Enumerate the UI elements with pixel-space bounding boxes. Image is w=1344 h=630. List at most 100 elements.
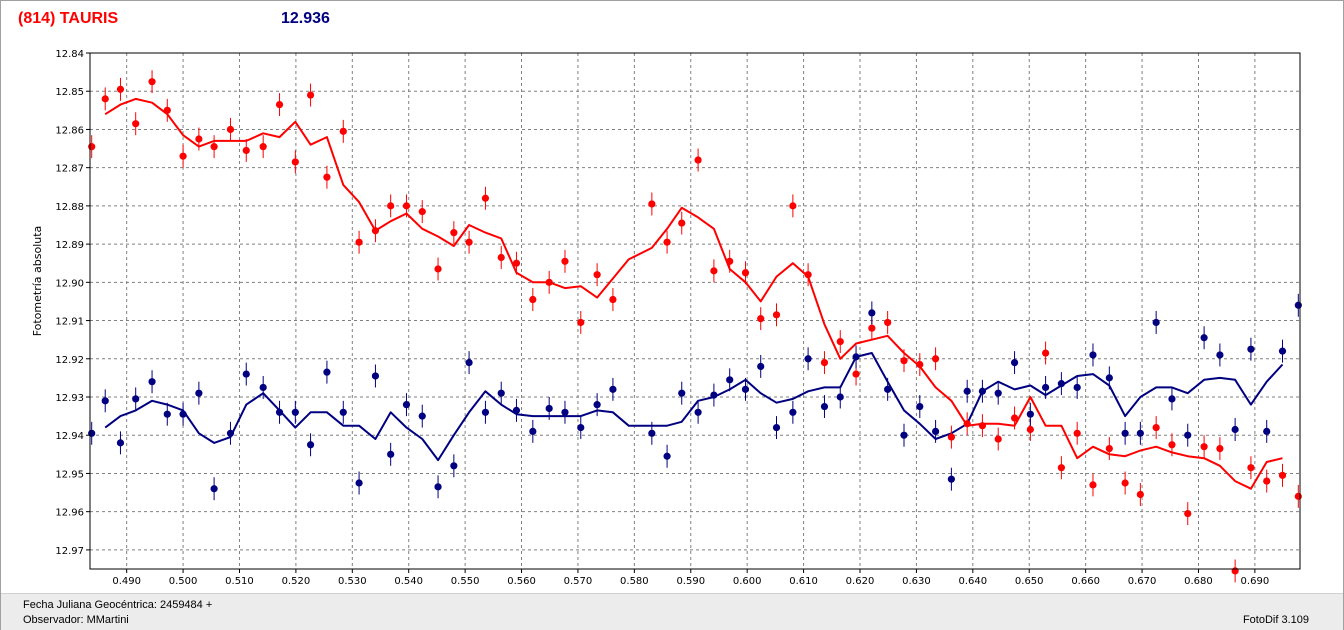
data-point	[132, 395, 140, 403]
data-point	[242, 146, 250, 155]
data-point	[947, 475, 955, 483]
data-point	[852, 353, 860, 361]
data-point	[710, 267, 718, 275]
data-point	[291, 158, 299, 166]
data-point	[836, 393, 844, 401]
data-point	[1294, 492, 1302, 500]
data-point	[577, 423, 585, 432]
grid	[90, 52, 1300, 569]
y-tick-label: 12.89	[55, 240, 84, 251]
data-point	[978, 422, 987, 430]
x-tick-label: 0.550	[451, 576, 480, 587]
data-point	[726, 257, 734, 265]
y-tick-label: 12.88	[55, 202, 84, 213]
data-point	[355, 479, 363, 487]
data-point	[1278, 347, 1287, 355]
data-point	[1105, 445, 1113, 453]
data-point	[1278, 471, 1287, 479]
data-point	[648, 429, 656, 437]
data-point	[387, 202, 395, 210]
x-tick-label: 0.560	[507, 576, 536, 587]
x-tick-label: 0.570	[564, 576, 593, 587]
data-point	[994, 435, 1002, 443]
data-point	[1105, 374, 1113, 382]
data-point	[931, 427, 940, 435]
data-point	[1089, 351, 1097, 359]
data-point	[1247, 345, 1255, 353]
data-point	[323, 368, 331, 376]
x-tick-label: 0.660	[1071, 576, 1100, 587]
data-point	[497, 253, 505, 262]
x-tick-label: 0.590	[676, 576, 705, 587]
y-axis-label: Fotometría absoluta	[31, 226, 44, 337]
data-point	[1168, 441, 1176, 449]
data-point	[820, 359, 829, 367]
data-point	[195, 389, 203, 397]
data-point	[418, 208, 426, 216]
data-point	[678, 219, 686, 227]
data-point	[900, 357, 908, 365]
data-point	[418, 412, 426, 420]
data-point	[694, 156, 702, 164]
trend-line-0	[104, 97, 1283, 490]
data-point	[1231, 425, 1239, 434]
data-point	[306, 441, 315, 449]
y-tick-label: 12.84	[55, 49, 84, 60]
data-point	[663, 238, 671, 246]
data-point	[1010, 359, 1019, 367]
data-point	[1184, 431, 1192, 439]
data-point	[1041, 349, 1050, 357]
x-tick-label: 0.500	[169, 576, 198, 587]
data-point	[741, 385, 750, 393]
trend-lines	[104, 97, 1284, 490]
y-tick-label: 12.97	[55, 546, 84, 557]
x-tick-label: 0.690	[1241, 576, 1270, 587]
data-point	[116, 85, 125, 93]
data-point	[371, 372, 380, 380]
object-title: (814) TAURIS	[18, 10, 119, 27]
data-point	[804, 355, 812, 363]
data-point	[931, 355, 940, 363]
data-point	[1231, 567, 1239, 575]
data-point	[1184, 509, 1192, 518]
data-point	[545, 404, 553, 413]
y-tick-label: 12.86	[55, 125, 84, 136]
data-point	[1152, 318, 1160, 327]
data-point	[1152, 423, 1160, 432]
data-point	[577, 318, 585, 327]
data-point	[481, 194, 490, 202]
data-point	[561, 408, 569, 416]
data-point	[1168, 395, 1176, 403]
data-point	[402, 202, 411, 210]
data-point	[978, 387, 987, 395]
data-point	[884, 385, 892, 393]
data-point	[648, 200, 656, 208]
data-point	[916, 402, 924, 411]
data-point	[1247, 464, 1255, 472]
julian-date-label: Fecha Juliana Geocéntrica: 2459484 +	[23, 599, 213, 611]
data-point	[210, 143, 218, 151]
data-point	[226, 125, 235, 134]
data-point	[900, 431, 908, 439]
data-point	[101, 95, 109, 103]
data-point	[275, 408, 284, 416]
data-point	[710, 391, 718, 399]
data-point	[963, 387, 971, 395]
data-point	[1057, 380, 1065, 388]
data-point	[1216, 351, 1224, 359]
data-point	[1073, 383, 1081, 392]
x-tick-label: 0.520	[282, 576, 311, 587]
data-point	[884, 318, 892, 327]
data-point	[88, 429, 96, 437]
comparison-magnitude: 12.936	[281, 10, 330, 27]
y-tick-label: 12.93	[55, 393, 84, 404]
x-tick-label: 0.670	[1128, 576, 1157, 587]
data-point	[852, 370, 860, 378]
data-point	[741, 269, 750, 277]
data-point	[529, 295, 537, 304]
data-point	[1216, 445, 1224, 453]
x-tick-label: 0.540	[394, 576, 423, 587]
data-point	[465, 359, 473, 367]
data-point	[1263, 477, 1271, 485]
